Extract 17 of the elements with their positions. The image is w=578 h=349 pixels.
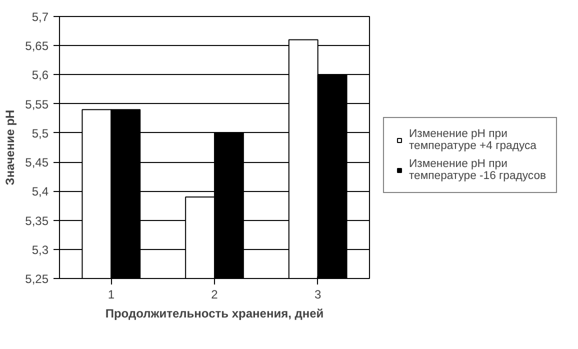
y-tick-label: 5,35 [25,214,49,228]
y-tick-label: 5,3 [32,242,49,257]
x-tick-label: 1 [108,288,115,302]
y-tick-label: 5,65 [25,39,49,54]
legend-label: Изменение pH при температуре +4 градуса [409,128,536,152]
y-tick-label: 5,5 [32,126,49,140]
legend-label: Изменение pH при температуре -16 градусов [409,158,546,182]
x-tick-label: 3 [314,288,322,302]
y-axis-title: Значение pH [3,110,18,186]
y-tick-label: 5,4 [32,184,49,199]
y-tick-label: 5,55 [25,97,49,112]
x-axis-title: Продолжительность хранения, дней [105,306,324,320]
y-tick-label: 5,7 [32,10,49,24]
x-tick-label: 2 [211,288,218,302]
y-tick-label: 5,25 [25,272,49,286]
y-tick-label: 5,45 [25,156,49,170]
y-tick-label: 5,6 [32,68,49,82]
